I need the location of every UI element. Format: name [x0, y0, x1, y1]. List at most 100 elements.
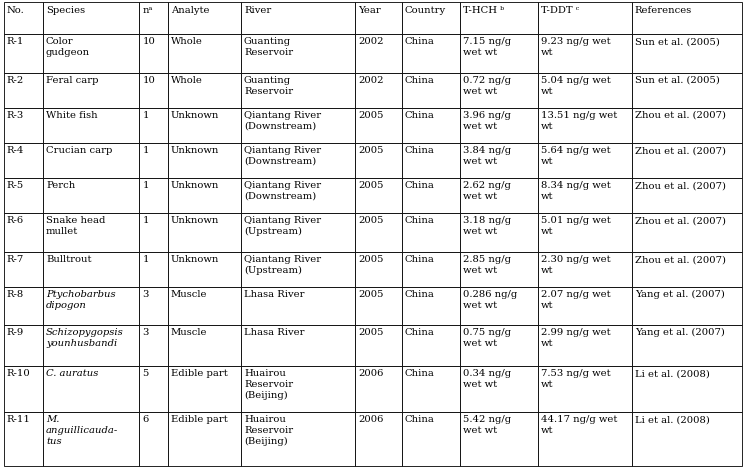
Bar [355, 325, 401, 366]
Bar [4, 366, 43, 412]
Text: Sun et al. (2005): Sun et al. (2005) [635, 76, 720, 85]
Text: 2.85 ng/g
wet wt: 2.85 ng/g wet wt [463, 255, 510, 275]
Bar [4, 34, 43, 73]
Text: 0.75 ng/g
wet wt: 0.75 ng/g wet wt [463, 328, 510, 348]
Text: R-9: R-9 [7, 328, 24, 337]
Text: China: China [404, 255, 434, 264]
Text: China: China [404, 181, 434, 190]
Bar [460, 252, 538, 287]
Bar [632, 287, 742, 325]
Bar [401, 287, 460, 325]
Text: Edible part: Edible part [171, 416, 228, 424]
Bar [4, 108, 43, 143]
Bar [43, 325, 140, 366]
Text: Muscle: Muscle [171, 328, 207, 337]
Text: 2002: 2002 [358, 37, 383, 46]
Text: Ptychobarbus
dipogon: Ptychobarbus dipogon [46, 290, 116, 310]
Text: Schizopygopsis
younhusbandi: Schizopygopsis younhusbandi [46, 328, 124, 348]
Bar [4, 73, 43, 108]
Text: China: China [404, 76, 434, 85]
Bar [538, 2, 632, 34]
Bar [168, 178, 241, 213]
Text: 1: 1 [142, 146, 148, 155]
Text: References: References [635, 6, 692, 15]
Bar [401, 143, 460, 178]
Bar [460, 325, 538, 366]
Text: R-7: R-7 [7, 255, 24, 264]
Bar [401, 325, 460, 366]
Text: 1: 1 [142, 216, 148, 225]
Bar [241, 73, 355, 108]
Text: Unknown: Unknown [171, 216, 219, 225]
Text: Qiantang River
(Downstream): Qiantang River (Downstream) [244, 111, 321, 131]
Bar [632, 366, 742, 412]
Text: Lhasa River: Lhasa River [244, 328, 304, 337]
Text: 2005: 2005 [358, 255, 383, 264]
Text: Unknown: Unknown [171, 146, 219, 155]
Text: Li et al. (2008): Li et al. (2008) [635, 369, 709, 378]
Bar [355, 366, 401, 412]
Bar [401, 34, 460, 73]
Bar [401, 178, 460, 213]
Text: 1: 1 [142, 255, 148, 264]
Bar [538, 287, 632, 325]
Text: R-3: R-3 [7, 111, 24, 120]
Text: 5.01 ng/g wet
wt: 5.01 ng/g wet wt [541, 216, 611, 236]
Bar [43, 178, 140, 213]
Bar [43, 108, 140, 143]
Text: 2.62 ng/g
wet wt: 2.62 ng/g wet wt [463, 181, 510, 201]
Bar [538, 34, 632, 73]
Bar [632, 178, 742, 213]
Text: 5: 5 [142, 369, 148, 378]
Text: 2.07 ng/g wet
wt: 2.07 ng/g wet wt [541, 290, 611, 310]
Bar [140, 178, 168, 213]
Text: 3: 3 [142, 328, 148, 337]
Text: Qiantang River
(Downstream): Qiantang River (Downstream) [244, 146, 321, 166]
Bar [168, 287, 241, 325]
Text: Unknown: Unknown [171, 111, 219, 120]
Text: Zhou et al. (2007): Zhou et al. (2007) [635, 181, 726, 190]
Text: 0.34 ng/g
wet wt: 0.34 ng/g wet wt [463, 369, 510, 389]
Bar [241, 108, 355, 143]
Bar [140, 143, 168, 178]
Text: 13.51 ng/g wet
wt: 13.51 ng/g wet wt [541, 111, 617, 131]
Bar [4, 287, 43, 325]
Text: China: China [404, 290, 434, 299]
Bar [4, 143, 43, 178]
Text: T-DDT ᶜ: T-DDT ᶜ [541, 6, 579, 15]
Bar [632, 34, 742, 73]
Text: 3.18 ng/g
wet wt: 3.18 ng/g wet wt [463, 216, 510, 236]
Bar [538, 325, 632, 366]
Bar [460, 2, 538, 34]
Bar [632, 213, 742, 252]
Text: 2005: 2005 [358, 328, 383, 337]
Bar [538, 73, 632, 108]
Text: Edible part: Edible part [171, 369, 228, 378]
Text: 2005: 2005 [358, 181, 383, 190]
Text: 2005: 2005 [358, 111, 383, 120]
Text: 9.23 ng/g wet
wt: 9.23 ng/g wet wt [541, 37, 611, 57]
Bar [538, 213, 632, 252]
Bar [43, 2, 140, 34]
Text: White fish: White fish [46, 111, 98, 120]
Text: China: China [404, 369, 434, 378]
Text: 0.286 ng/g
wet wt: 0.286 ng/g wet wt [463, 290, 517, 310]
Text: Qiantang River
(Downstream): Qiantang River (Downstream) [244, 181, 321, 201]
Bar [632, 325, 742, 366]
Text: 5.42 ng/g
wet wt: 5.42 ng/g wet wt [463, 416, 510, 435]
Text: Qiantang River
(Upstream): Qiantang River (Upstream) [244, 216, 321, 236]
Bar [43, 34, 140, 73]
Text: 2.30 ng/g wet
wt: 2.30 ng/g wet wt [541, 255, 611, 275]
Bar [4, 325, 43, 366]
Bar [168, 34, 241, 73]
Bar [538, 178, 632, 213]
Text: 10: 10 [142, 76, 155, 85]
Text: 6: 6 [142, 416, 148, 424]
Text: Zhou et al. (2007): Zhou et al. (2007) [635, 146, 726, 155]
Bar [140, 325, 168, 366]
Text: Zhou et al. (2007): Zhou et al. (2007) [635, 111, 726, 120]
Bar [460, 287, 538, 325]
Text: R-2: R-2 [7, 76, 24, 85]
Text: R-8: R-8 [7, 290, 24, 299]
Text: Lhasa River: Lhasa River [244, 290, 304, 299]
